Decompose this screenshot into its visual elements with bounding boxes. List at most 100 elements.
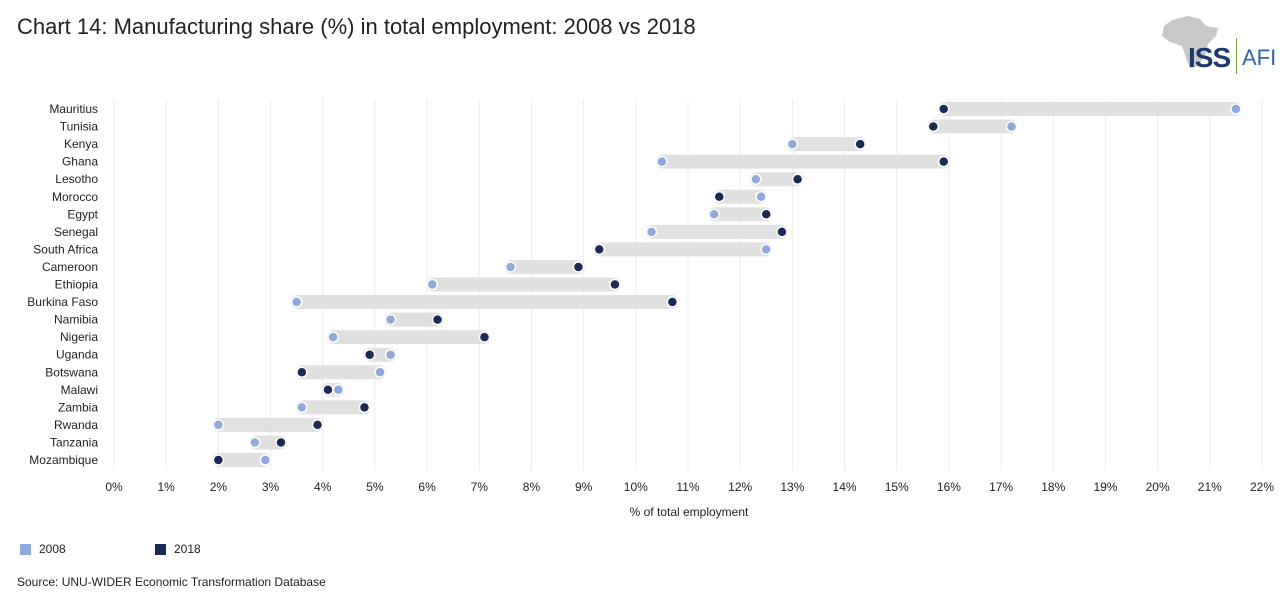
point-2008 xyxy=(212,419,225,431)
range-bar xyxy=(384,312,444,327)
y-tick-label: Botswana xyxy=(45,365,98,379)
x-tick-label: 6% xyxy=(418,480,436,494)
x-axis-label: % of total employment xyxy=(630,505,749,519)
legend-label-2008: 2008 xyxy=(39,542,66,556)
x-tick-label: 4% xyxy=(314,480,332,494)
range-bar xyxy=(295,400,371,415)
point-2008 xyxy=(426,278,439,291)
point-2018 xyxy=(275,436,287,449)
point-2018 xyxy=(609,278,621,291)
point-2008 xyxy=(645,226,658,238)
y-tick-label: Cameroon xyxy=(42,260,98,274)
range-bar xyxy=(927,119,1018,134)
x-tick-label: 1% xyxy=(158,480,176,494)
x-tick-label: 16% xyxy=(937,480,961,494)
x-tick-label: 20% xyxy=(1146,480,1170,494)
range-bar xyxy=(327,330,491,345)
x-tick-label: 5% xyxy=(366,480,384,494)
range-bar xyxy=(593,242,773,257)
x-tick-label: 9% xyxy=(575,480,593,494)
point-2018 xyxy=(322,384,334,396)
y-tick-label: Nigeria xyxy=(60,330,98,344)
point-2008 xyxy=(384,313,397,326)
point-2018 xyxy=(854,138,866,150)
range-bar xyxy=(786,137,867,152)
point-2008 xyxy=(656,155,668,168)
range-bar xyxy=(749,172,804,187)
point-2008 xyxy=(327,331,339,343)
legend-item-2018: 2018 xyxy=(155,542,201,556)
range-bar xyxy=(290,295,679,310)
range-bar xyxy=(937,102,1242,116)
iss-africa-logo: ISS AFI xyxy=(1158,14,1288,86)
range-bar xyxy=(655,154,950,169)
x-tick-label: 22% xyxy=(1250,480,1274,494)
point-2018 xyxy=(927,120,940,133)
range-bar xyxy=(295,365,387,380)
point-2018 xyxy=(311,419,324,431)
x-tick-label: 17% xyxy=(989,480,1013,494)
x-tick-label: 19% xyxy=(1093,480,1117,494)
point-2008 xyxy=(384,348,397,361)
point-2018 xyxy=(358,401,371,414)
y-tick-label: Ethiopia xyxy=(55,278,99,292)
point-2008 xyxy=(786,138,799,150)
range-bar xyxy=(212,453,272,467)
y-tick-label: Namibia xyxy=(54,313,98,327)
point-2018 xyxy=(937,103,950,115)
point-2018 xyxy=(212,454,225,466)
point-2018 xyxy=(478,331,491,343)
point-2018 xyxy=(666,296,679,308)
legend-swatch-2008 xyxy=(20,543,31,555)
logo-text: ISS xyxy=(1188,42,1231,73)
range-bar xyxy=(645,224,788,239)
x-tick-label: 12% xyxy=(728,480,752,494)
source-note: Source: UNU-WIDER Economic Transformatio… xyxy=(17,575,326,589)
range-bar xyxy=(504,259,585,274)
x-tick-label: 7% xyxy=(471,480,489,494)
point-2008 xyxy=(708,208,720,221)
x-tick-label: 2% xyxy=(210,480,228,494)
point-2008 xyxy=(249,436,261,449)
point-2018 xyxy=(296,366,308,378)
legend-swatch-2018 xyxy=(155,543,166,555)
x-tick-label: 15% xyxy=(885,480,909,494)
legend-label-2018: 2018 xyxy=(174,542,201,556)
point-2018 xyxy=(713,191,726,203)
x-tick-label: 8% xyxy=(523,480,541,494)
x-tick-label: 10% xyxy=(624,480,648,494)
y-tick-label: Mozambique xyxy=(29,453,98,467)
point-2018 xyxy=(937,155,950,168)
point-2008 xyxy=(1230,103,1242,115)
point-2008 xyxy=(374,366,386,378)
point-2008 xyxy=(750,173,762,185)
africa-map-icon xyxy=(1162,16,1218,68)
range-bar xyxy=(426,277,621,292)
point-2018 xyxy=(363,348,376,361)
chart-title: Chart 14: Manufacturing share (%) in tot… xyxy=(17,14,696,39)
y-tick-label: Rwanda xyxy=(54,418,98,432)
x-tick-label: 18% xyxy=(1041,480,1065,494)
point-2008 xyxy=(296,401,308,414)
x-tick-label: 14% xyxy=(833,480,857,494)
point-2008 xyxy=(755,191,767,203)
y-tick-label: Uganda xyxy=(56,348,98,362)
y-tick-label: Morocco xyxy=(52,190,98,204)
y-tick-label: Burkina Faso xyxy=(27,295,98,309)
point-2018 xyxy=(572,261,585,273)
range-bar xyxy=(212,417,324,432)
point-2018 xyxy=(431,313,444,326)
x-tick-label: 11% xyxy=(676,480,699,494)
legend-item-2008: 2008 xyxy=(20,542,66,556)
x-tick-label: 0% xyxy=(105,480,123,494)
point-2008 xyxy=(760,243,773,256)
y-tick-label: Zambia xyxy=(58,400,98,414)
range-bar xyxy=(713,189,768,204)
y-tick-label: Kenya xyxy=(64,137,98,151)
point-2018 xyxy=(760,208,773,221)
logo-divider xyxy=(1236,38,1237,74)
y-tick-label: Malawi xyxy=(61,383,98,397)
point-2018 xyxy=(776,226,788,238)
y-tick-label: Tunisia xyxy=(60,120,99,134)
y-tick-label: South Africa xyxy=(33,242,98,256)
